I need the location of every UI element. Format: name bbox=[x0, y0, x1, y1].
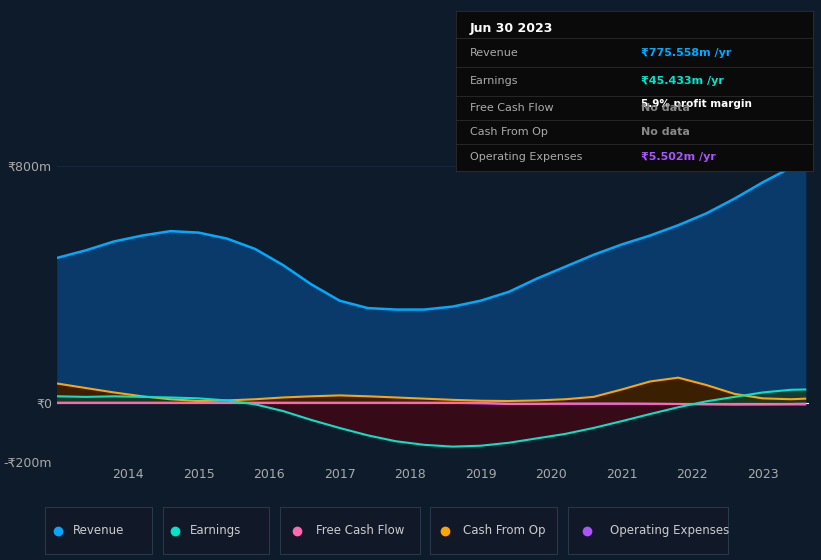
Text: Cash From Op: Cash From Op bbox=[463, 524, 546, 537]
Text: ₹5.502m /yr: ₹5.502m /yr bbox=[641, 152, 716, 162]
Text: Free Cash Flow: Free Cash Flow bbox=[316, 524, 405, 537]
Text: Earnings: Earnings bbox=[190, 524, 241, 537]
Text: Earnings: Earnings bbox=[470, 76, 518, 86]
Text: Revenue: Revenue bbox=[73, 524, 124, 537]
Text: 5.9% profit margin: 5.9% profit margin bbox=[641, 99, 752, 109]
Text: Cash From Op: Cash From Op bbox=[470, 127, 548, 137]
Text: Operating Expenses: Operating Expenses bbox=[610, 524, 729, 537]
Text: ₹775.558m /yr: ₹775.558m /yr bbox=[641, 48, 732, 58]
Text: Jun 30 2023: Jun 30 2023 bbox=[470, 22, 553, 35]
Text: ₹45.433m /yr: ₹45.433m /yr bbox=[641, 76, 724, 86]
Text: No data: No data bbox=[641, 127, 690, 137]
Text: Operating Expenses: Operating Expenses bbox=[470, 152, 582, 162]
Text: Free Cash Flow: Free Cash Flow bbox=[470, 102, 553, 113]
Text: No data: No data bbox=[641, 102, 690, 113]
Text: Revenue: Revenue bbox=[470, 48, 519, 58]
